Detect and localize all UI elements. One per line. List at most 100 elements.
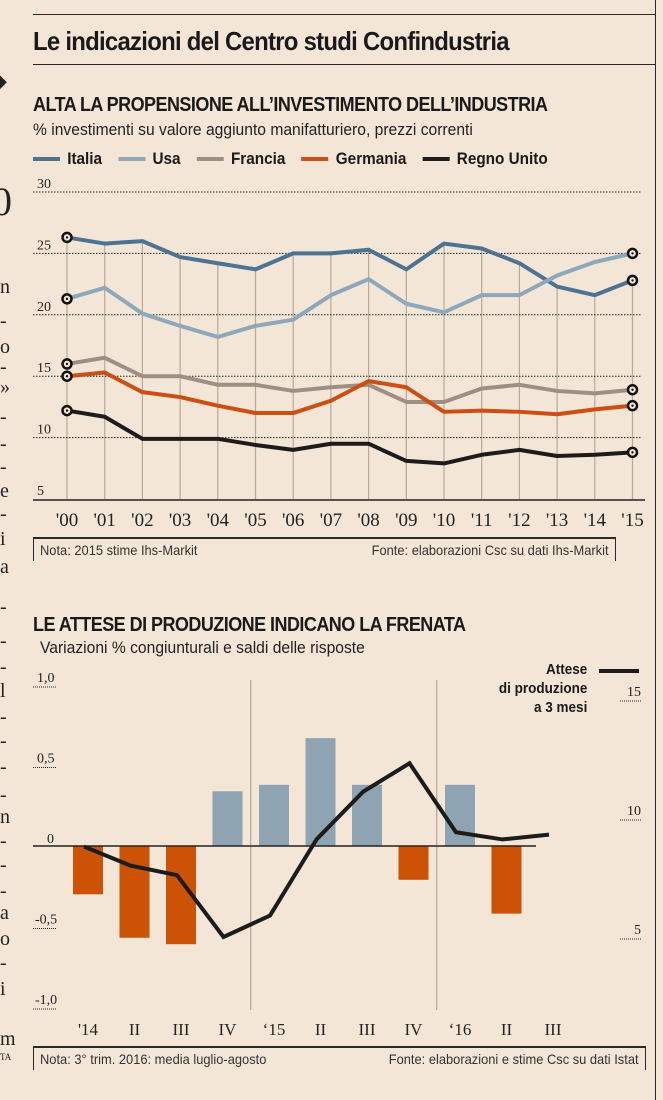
left-fragment: ◆ xyxy=(0,68,7,94)
x-tick-label: '11 xyxy=(471,510,493,531)
endpoint-dot xyxy=(631,404,634,407)
series-line-italia xyxy=(66,235,634,298)
left-fragment: l xyxy=(0,680,6,702)
left-fragment: i xyxy=(0,528,6,550)
left-fragment: o xyxy=(0,928,10,950)
legend-line-2: di produzione xyxy=(498,680,587,697)
y-tick-label: -1,0 xyxy=(35,993,57,1008)
legend-label: Francia xyxy=(230,149,286,168)
y-tick-label: 1,0 xyxy=(37,671,55,686)
endpoint-dot xyxy=(65,409,69,412)
series-line-usa xyxy=(66,251,633,339)
chart2-source: Fonte: elaborazioni e stime Csc su dati … xyxy=(389,1051,639,1067)
chart2-note: Nota: 3° trim. 2016: media luglio-agosto xyxy=(40,1051,267,1067)
y-tick-label: 25 xyxy=(37,238,51,253)
x-tick-label: II xyxy=(315,1020,327,1039)
left-fragment: - xyxy=(0,706,7,728)
legend-line-3: a 3 mesi xyxy=(533,699,587,716)
endpoint-dot xyxy=(65,362,69,366)
attese-line xyxy=(83,760,550,940)
x-tick-label: III xyxy=(173,1020,190,1039)
chart1-subtitle: % investimenti su valore aggiunto manifa… xyxy=(33,120,473,139)
x-tick-label: '15 xyxy=(621,510,643,531)
legend-label: Germania xyxy=(335,149,407,168)
x-tick-label: IV xyxy=(405,1020,424,1039)
y2-tick-label: 5 xyxy=(634,923,641,938)
legend-line-swatch xyxy=(599,669,639,673)
legend-line-1: Attese xyxy=(545,661,587,678)
series-line-regno-unito xyxy=(66,408,633,466)
y-tick-label: 15 xyxy=(37,361,51,376)
endpoint-dot xyxy=(631,388,634,391)
left-fragment: - xyxy=(0,356,7,378)
left-fragment: - xyxy=(0,854,7,876)
chart1-plot: 5 10 15 20 25 30 '00 '01 '02 '03 '04 '05 '06 '07 '08 '0… xyxy=(33,177,645,531)
x-tick-label: ‘15 xyxy=(263,1020,286,1039)
left-fragment: - xyxy=(0,656,7,678)
chart2-subtitle: Variazioni % congiunturali e saldi delle… xyxy=(40,638,365,657)
x-tick-label: III xyxy=(545,1020,562,1039)
chart2-title: LE ATTESE DI PRODUZIONE INDICANO LA FREN… xyxy=(33,614,466,636)
y-tick-label: 5 xyxy=(37,484,44,499)
bar xyxy=(119,846,150,938)
bar xyxy=(352,784,382,846)
left-fragment: n xyxy=(0,276,10,298)
endpoint-dot xyxy=(631,451,634,454)
x-tick-label: '02 xyxy=(131,510,153,531)
left-fragment: - xyxy=(0,503,7,525)
endpoint-dot xyxy=(65,297,69,301)
series-line-francia xyxy=(66,355,633,404)
legend-swatch xyxy=(301,157,329,161)
left-fragment: - xyxy=(0,310,7,332)
left-fragment: a xyxy=(0,556,9,578)
left-fragment: i xyxy=(0,978,6,1000)
chart1-legend: Italia Usa Francia Germania Regno Unito xyxy=(33,149,564,169)
x-tick-label: '03 xyxy=(169,510,191,531)
endpoint-dot xyxy=(631,252,634,255)
left-fragment: a xyxy=(0,902,9,924)
left-fragment: - xyxy=(0,406,7,428)
chart2-legend-line-label: Attese di produzione a 3 mesi xyxy=(499,660,587,717)
chart1-note: Nota: 2015 stime Ihs-Markit xyxy=(40,542,198,558)
y-tick-label: -0,5 xyxy=(35,913,57,928)
x-tick-label: '07 xyxy=(320,510,342,531)
y2-tick-label: 15 xyxy=(627,685,641,700)
legend-swatch xyxy=(33,157,60,161)
title-top-rule xyxy=(33,14,655,15)
x-tick-label: '13 xyxy=(546,510,568,531)
x-tick-label: '12 xyxy=(508,510,530,531)
legend-item: Usa xyxy=(118,149,181,169)
y-tick-label: 30 xyxy=(37,177,51,192)
bar xyxy=(398,846,429,880)
x-tick-label: '01 xyxy=(93,510,115,531)
y-tick-label: 0,5 xyxy=(37,752,55,767)
left-fragment: - xyxy=(0,952,7,974)
y2-tick-label: 10 xyxy=(627,804,641,819)
x-tick-label: '05 xyxy=(244,510,266,531)
left-fragment: - xyxy=(0,784,7,806)
x-tick-label: II xyxy=(501,1020,513,1039)
x-tick-label: '14 xyxy=(78,1020,99,1039)
x-tick-label: II xyxy=(129,1020,141,1039)
bar xyxy=(445,784,475,846)
series-line-germania xyxy=(66,370,633,417)
bar xyxy=(491,846,522,914)
x-tick-label: '08 xyxy=(357,510,379,531)
left-fragment: o xyxy=(0,336,10,358)
x-tick-label: '10 xyxy=(433,510,455,531)
left-fragment: - xyxy=(0,630,7,652)
x-tick-label: III xyxy=(359,1020,376,1039)
chart2-note-box: Nota: 3° trim. 2016: media luglio-agosto… xyxy=(33,1046,646,1070)
legend-swatch xyxy=(196,157,224,161)
x-tick-label: '00 xyxy=(56,510,78,531)
legend-swatch xyxy=(118,157,146,161)
chart1-source: Fonte: elaborazioni Csc su dati Ihs-Mark… xyxy=(372,542,609,558)
endpoint-dot xyxy=(65,375,69,378)
left-fragment: - xyxy=(0,433,7,455)
bar xyxy=(212,791,243,846)
endpoint-dot xyxy=(631,279,634,282)
legend-item: Germania xyxy=(301,149,407,169)
y-tick-label: 20 xyxy=(37,300,51,315)
x-tick-label: '06 xyxy=(282,510,304,531)
